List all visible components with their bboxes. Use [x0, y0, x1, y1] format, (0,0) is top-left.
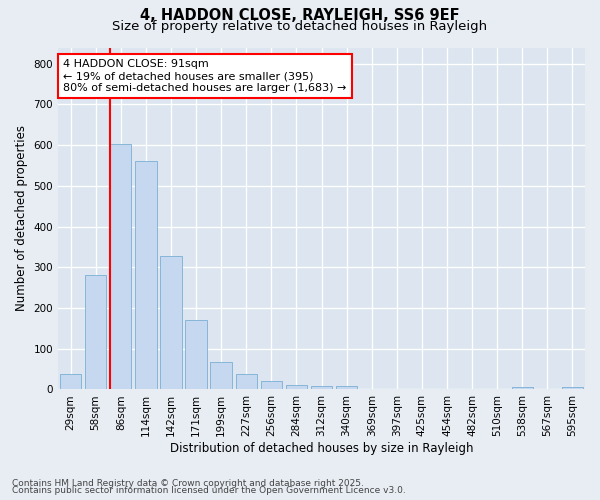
X-axis label: Distribution of detached houses by size in Rayleigh: Distribution of detached houses by size …: [170, 442, 473, 455]
Bar: [260, 382, 282, 390]
Text: Contains HM Land Registry data © Crown copyright and database right 2025.: Contains HM Land Registry data © Crown c…: [12, 478, 364, 488]
Text: Contains public sector information licensed under the Open Government Licence v3: Contains public sector information licen…: [12, 486, 406, 495]
Bar: [185, 320, 207, 390]
Bar: [512, 388, 533, 390]
Bar: [236, 374, 257, 390]
Bar: [160, 256, 182, 390]
Y-axis label: Number of detached properties: Number of detached properties: [15, 126, 28, 312]
Bar: [336, 386, 357, 390]
Bar: [85, 276, 106, 390]
Bar: [562, 388, 583, 390]
Bar: [286, 384, 307, 390]
Bar: [135, 162, 157, 390]
Text: Size of property relative to detached houses in Rayleigh: Size of property relative to detached ho…: [112, 20, 488, 33]
Bar: [311, 386, 332, 390]
Text: 4, HADDON CLOSE, RAYLEIGH, SS6 9EF: 4, HADDON CLOSE, RAYLEIGH, SS6 9EF: [140, 8, 460, 22]
Bar: [60, 374, 81, 390]
Text: 4 HADDON CLOSE: 91sqm
← 19% of detached houses are smaller (395)
80% of semi-det: 4 HADDON CLOSE: 91sqm ← 19% of detached …: [64, 60, 347, 92]
Bar: [110, 144, 131, 390]
Bar: [211, 362, 232, 390]
